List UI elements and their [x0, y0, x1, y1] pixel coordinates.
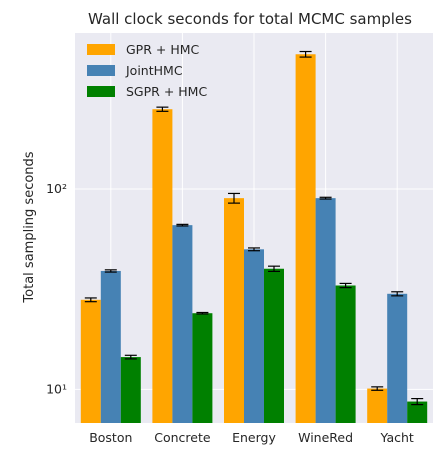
- bar-gpr-hmc-winered: [295, 54, 316, 424]
- error-bar: [248, 247, 260, 252]
- bar-jointhmc-concrete: [172, 225, 193, 423]
- x-tick-label: WineRed: [298, 430, 353, 445]
- error-bar: [156, 106, 169, 112]
- error-bar: [339, 282, 352, 289]
- error-bar: [411, 397, 424, 406]
- legend-swatch: [87, 86, 115, 97]
- y-tick-labels: 10¹ 10²: [46, 181, 67, 396]
- error-bar: [391, 291, 404, 297]
- x-tick-labels: Boston Concrete Energy WineRed Yacht: [89, 430, 414, 445]
- x-tick-label: Concrete: [154, 430, 211, 445]
- bar-sgpr-hmc-yacht: [407, 401, 428, 423]
- legend-label: JointHMC: [125, 63, 183, 78]
- legend-swatch: [87, 44, 115, 55]
- error-bar: [176, 223, 189, 227]
- bar-jointhmc-winered: [315, 198, 336, 423]
- error-bars-group: [84, 50, 424, 406]
- legend-label: SGPR + HMC: [126, 84, 207, 99]
- y-tick-label: 10¹: [46, 381, 67, 396]
- error-bar: [228, 192, 240, 204]
- bar-gpr-hmc-yacht: [367, 388, 388, 423]
- bar-jointhmc-yacht: [387, 293, 408, 423]
- bar-sgpr-hmc-concrete: [192, 313, 213, 423]
- legend-label: GPR + HMC: [126, 42, 200, 57]
- error-bar: [124, 354, 137, 360]
- bar-jointhmc-boston: [100, 270, 121, 423]
- error-bar: [319, 196, 332, 200]
- error-bar: [371, 386, 384, 391]
- legend-swatch: [87, 65, 115, 76]
- bar-gpr-hmc-concrete: [152, 109, 173, 424]
- bar-sgpr-hmc-energy: [264, 268, 284, 423]
- error-bar: [268, 265, 280, 272]
- y-axis-label: Total sampling seconds: [22, 151, 37, 303]
- y-tick-label: 10²: [46, 181, 67, 196]
- x-tick-label: Energy: [232, 430, 276, 445]
- error-bar: [299, 50, 312, 58]
- legend: GPR + HMC JointHMC SGPR + HMC: [87, 42, 207, 99]
- bar-sgpr-hmc-winered: [335, 285, 356, 423]
- x-tick-label: Boston: [89, 430, 132, 445]
- error-bar: [84, 297, 97, 303]
- bar-gpr-hmc-energy: [224, 198, 244, 423]
- bars-group: [80, 54, 428, 424]
- bar-sgpr-hmc-boston: [120, 357, 141, 423]
- x-tick-label: Yacht: [380, 430, 414, 445]
- chart-title: Wall clock seconds for total MCMC sample…: [88, 10, 412, 28]
- bar-jointhmc-energy: [244, 249, 264, 423]
- error-bar: [104, 269, 117, 273]
- bar-gpr-hmc-boston: [80, 299, 101, 423]
- error-bar: [196, 311, 209, 315]
